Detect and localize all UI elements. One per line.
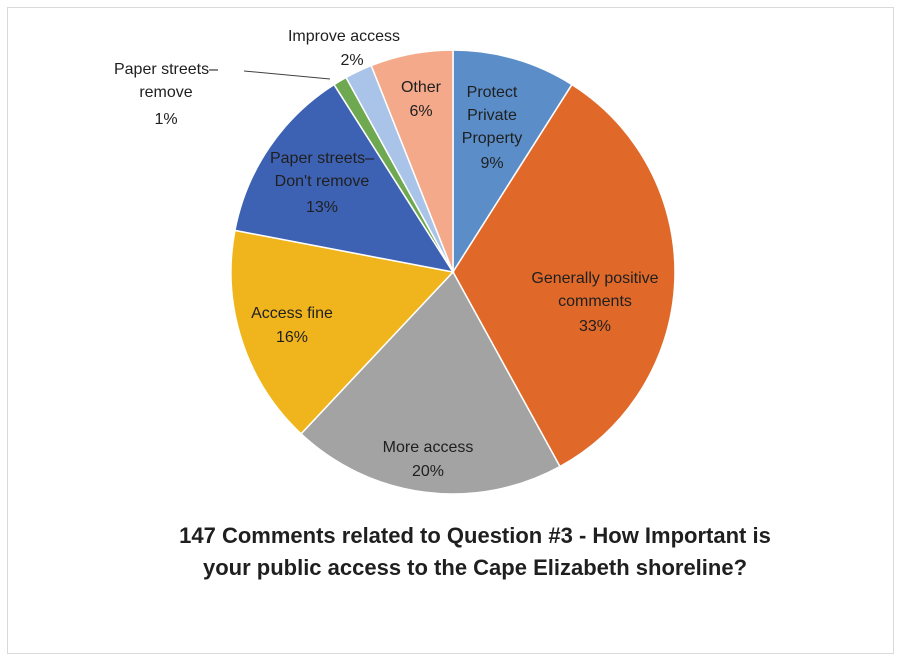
slice-label-protect: Protect Private Property: [462, 84, 522, 147]
pie-slice-positive: [452, 83, 676, 468]
chart-title-line-2: your public access to the Cape Elizabeth…: [202, 555, 748, 580]
slice-value-more: 20%: [412, 463, 444, 480]
chart-title-line-1: 147 Comments related to Question #3 - Ho…: [179, 523, 771, 548]
slice-value-fine: 16%: [276, 329, 308, 346]
pie-slice-protect: [452, 49, 573, 275]
slice-value-dont: 13%: [306, 199, 338, 216]
pie-slice-other: [370, 49, 454, 273]
slice-label-more: More access: [383, 439, 474, 456]
pie-slice-dont: [234, 83, 455, 274]
slice-label-fine: Access fine: [251, 305, 333, 322]
pie-slice-fine: [230, 229, 455, 435]
slice-value-improve: 2%: [340, 52, 363, 69]
leader-line-remove: [243, 70, 331, 80]
slice-label-improve: Improve access: [288, 28, 400, 45]
slice-label-remove: Paper streets– remove: [114, 61, 218, 101]
pie-slice-more: [299, 270, 561, 495]
slice-value-protect: 9%: [480, 155, 503, 172]
slice-value-positive: 33%: [579, 318, 611, 335]
slice-label-dont: Paper streets– Don't remove: [270, 150, 374, 190]
chart-title: 147 Comments related to Question #3 - Ho…: [90, 520, 860, 584]
slice-value-remove: 1%: [154, 111, 177, 128]
slice-label-positive: Generally positive comments: [531, 270, 658, 310]
slice-value-other: 6%: [409, 103, 432, 120]
slice-label-other: Other: [401, 79, 442, 96]
